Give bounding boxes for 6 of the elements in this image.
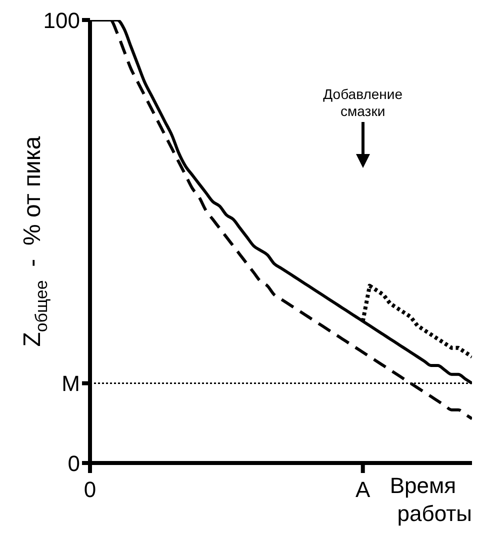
annotation: Добавление смазки bbox=[322, 86, 404, 120]
x-axis-title: Время работы bbox=[390, 473, 472, 526]
y-tick-label: 100 bbox=[43, 8, 80, 33]
y-tick-label: M bbox=[62, 371, 80, 396]
y-tick-label: 0 bbox=[68, 450, 80, 476]
x-tick-label: A bbox=[356, 477, 371, 502]
